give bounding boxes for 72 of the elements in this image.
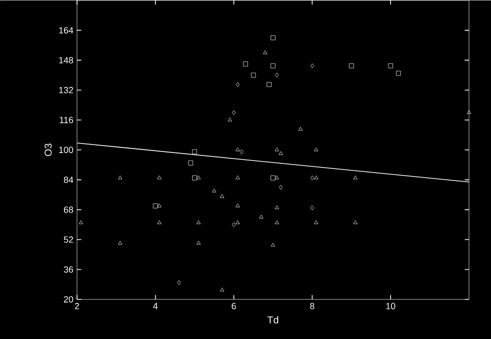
point <box>243 61 248 66</box>
point <box>314 147 318 152</box>
y-tick-label: 84 <box>64 176 74 183</box>
point <box>157 220 162 224</box>
point <box>263 50 268 54</box>
x-tick-label: 2 <box>74 302 80 309</box>
point <box>232 110 236 115</box>
point <box>118 240 122 244</box>
point <box>192 175 197 180</box>
point <box>236 82 240 87</box>
point <box>353 175 358 180</box>
y-tick-label: 36 <box>64 266 74 272</box>
point <box>236 147 240 152</box>
point <box>157 203 162 208</box>
y-tick-label: 68 <box>64 206 74 213</box>
point <box>298 126 303 130</box>
point <box>228 117 232 122</box>
point <box>177 280 181 285</box>
point <box>236 175 240 180</box>
point <box>232 222 236 227</box>
point <box>466 110 472 114</box>
point <box>259 214 264 218</box>
y-tick-label: 132 <box>59 86 74 94</box>
x-axis-title: Td <box>267 316 278 324</box>
point <box>274 175 280 180</box>
point <box>310 205 314 210</box>
point <box>78 220 84 224</box>
point <box>153 203 158 208</box>
point <box>196 240 201 244</box>
point <box>274 205 280 209</box>
point <box>192 149 197 154</box>
point <box>236 220 240 224</box>
point <box>220 194 224 198</box>
point <box>236 203 240 208</box>
point <box>188 160 194 166</box>
point <box>275 72 279 78</box>
x-tick-label: 4 <box>153 302 158 309</box>
point <box>388 63 393 68</box>
point <box>396 70 401 76</box>
point <box>266 82 272 87</box>
point <box>314 220 318 224</box>
point <box>270 175 276 180</box>
y-tick-label: 20 <box>64 296 74 302</box>
point <box>353 220 358 224</box>
point <box>270 242 276 246</box>
point <box>274 147 280 152</box>
y-tick-label: 52 <box>64 236 74 243</box>
point <box>212 188 216 192</box>
point <box>349 63 354 68</box>
point <box>310 63 314 68</box>
point <box>270 63 276 68</box>
x-tick-label: 10 <box>386 302 396 310</box>
y-axis-title: O3 <box>44 143 52 156</box>
point <box>118 175 122 180</box>
y-tick-label: 164 <box>59 26 74 34</box>
point <box>310 175 314 180</box>
x-tick-label: 6 <box>232 302 236 310</box>
point <box>196 175 201 180</box>
y-tick-label: 100 <box>59 146 74 153</box>
y-tick-label: 116 <box>60 116 74 123</box>
point <box>251 72 256 78</box>
point <box>196 220 201 224</box>
point <box>278 151 283 155</box>
point <box>314 175 318 180</box>
point <box>220 287 224 292</box>
x-tick-label: 8 <box>310 302 314 310</box>
point <box>157 175 162 180</box>
point <box>240 149 244 154</box>
y-tick-label: 148 <box>59 56 74 64</box>
point <box>270 35 276 40</box>
point <box>278 184 283 190</box>
point <box>274 220 280 224</box>
